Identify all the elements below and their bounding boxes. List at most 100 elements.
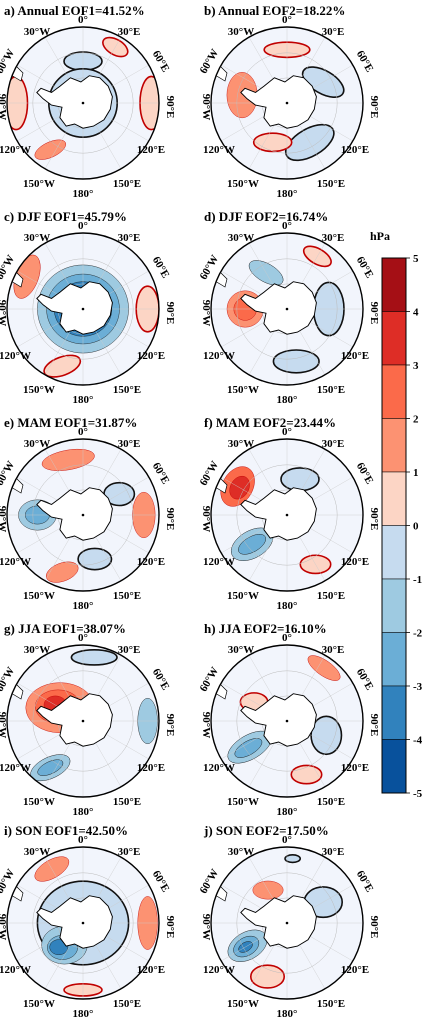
- south-pole-marker: [285, 921, 289, 925]
- colorbar-tick-label: 2: [413, 414, 419, 426]
- longitude-label: 90°E: [164, 302, 176, 325]
- colorbar: hPa 5 4 3 2 1 0 -1 -2 -3 -4 -5: [370, 229, 423, 800]
- longitude-label: 0°: [78, 220, 88, 232]
- longitude-label: 30°W: [228, 644, 254, 656]
- longitude-label: 0°: [282, 14, 292, 26]
- longitude-label: 90°W: [0, 300, 8, 326]
- longitude-label: 30°W: [24, 438, 50, 450]
- longitude-label: 30°E: [118, 26, 141, 38]
- longitude-label: 120°E: [341, 144, 369, 156]
- longitude-label: 60°E: [150, 49, 172, 75]
- colorbar-tick-label: -3: [413, 681, 423, 693]
- longitude-label: 120°W: [203, 144, 235, 156]
- colorbar-tick-label: 4: [413, 307, 419, 319]
- longitude-label: 120°E: [341, 556, 369, 568]
- longitude-label: 120°W: [203, 762, 235, 774]
- longitude-label: 150°E: [113, 384, 141, 396]
- map-panel: i) SON EOF1=42.50%0°30°W 30°E60°W 60°E90°W…: [0, 823, 176, 1020]
- anomaly-region: [70, 648, 118, 666]
- longitude-label: 90°W: [200, 300, 212, 326]
- colorbar-segment: [381, 632, 407, 687]
- longitude-label: 180°: [73, 188, 94, 200]
- anomaly-region: [49, 939, 69, 955]
- longitude-label: 60°E: [354, 869, 376, 895]
- map-panel: h) JJA EOF2=16.10%0°30°W 30°E60°W 60°E90°W…: [198, 621, 380, 818]
- panel-title: b) Annual EOF2=18.22%: [204, 3, 345, 18]
- longitude-label: 150°W: [23, 796, 55, 808]
- colorbar-unit-label: hPa: [370, 229, 390, 243]
- longitude-label: 150°E: [113, 796, 141, 808]
- colorbar-segment: [381, 257, 407, 312]
- longitude-label: 90°E: [368, 916, 380, 939]
- longitude-label: 90°W: [0, 914, 8, 940]
- longitude-label: 90°W: [0, 94, 8, 120]
- south-pole-marker: [81, 921, 85, 925]
- longitude-label: 150°E: [317, 590, 345, 602]
- anomaly-region: [272, 349, 320, 374]
- longitude-label: 90°E: [368, 302, 380, 325]
- map-border: [6, 644, 160, 798]
- longitude-label: 120°W: [203, 556, 235, 568]
- panel-title: j) SON EOF2=17.50%: [203, 823, 329, 838]
- south-pole-marker: [81, 307, 85, 311]
- longitude-label: 120°E: [341, 762, 369, 774]
- panel-title: a) Annual EOF1=41.52%: [4, 3, 145, 18]
- longitude-label: 90°W: [200, 914, 212, 940]
- colorbar-tick-label: -1: [413, 574, 422, 586]
- anomaly-region: [252, 132, 293, 153]
- map-border: [6, 438, 160, 592]
- panel-title: h) JJA EOF2=16.10%: [204, 621, 327, 636]
- longitude-label: 60°E: [354, 461, 376, 487]
- map-border: [6, 846, 160, 1000]
- anomaly-region: [34, 139, 66, 160]
- map-panel: b) Annual EOF2=18.22%0°30°W 30°E60°W 60°E9…: [198, 3, 380, 200]
- longitude-label: 120°E: [137, 762, 165, 774]
- longitude-label: 30°E: [118, 438, 141, 450]
- anomaly-region: [280, 467, 320, 492]
- antarctica-landmass: [36, 693, 113, 747]
- longitude-label: 90°W: [0, 712, 8, 738]
- colorbar-segment: [381, 364, 407, 419]
- longitude-label: 30°W: [24, 644, 50, 656]
- south-pole-marker: [285, 307, 289, 311]
- panels-group: a) Annual EOF1=41.52%0°30°W 30°E60°W 60°E9…: [0, 3, 380, 1020]
- longitude-label: 90°W: [200, 506, 212, 532]
- longitude-label: 90°E: [164, 916, 176, 939]
- map-panel: j) SON EOF2=17.50%0°30°W 30°E60°W 60°E90°W…: [198, 823, 380, 1020]
- longitude-label: 150°W: [23, 590, 55, 602]
- anomaly-region: [238, 534, 266, 555]
- longitude-label: 0°: [78, 632, 88, 644]
- panel-title: d) DJF EOF2=16.74%: [204, 209, 328, 224]
- longitude-label: 150°E: [317, 384, 345, 396]
- longitude-label: 0°: [282, 834, 292, 846]
- longitude-label: 150°W: [227, 796, 259, 808]
- colorbar-segment: [381, 525, 407, 580]
- longitude-label: 120°E: [137, 144, 165, 156]
- longitude-label: 180°: [73, 1008, 94, 1020]
- longitude-label: 30°W: [24, 846, 50, 858]
- anomaly-region: [284, 854, 302, 864]
- longitude-label: 150°W: [23, 178, 55, 190]
- panel-title: g) JJA EOF1=38.07%: [4, 621, 126, 636]
- colorbar-segment: [381, 739, 407, 794]
- longitude-label: 60°E: [354, 49, 376, 75]
- south-pole-marker: [285, 513, 289, 517]
- colorbar-segment: [381, 311, 407, 366]
- longitude-label: 90°E: [368, 714, 380, 737]
- map-border: [6, 232, 160, 386]
- map-panel: g) JJA EOF1=38.07%0°30°W 30°E60°W 60°E90°W…: [0, 621, 176, 818]
- map-border: [210, 232, 364, 386]
- colorbar-tick-label: 0: [413, 521, 419, 533]
- longitude-label: 30°W: [228, 846, 254, 858]
- south-pole-marker: [285, 101, 289, 105]
- longitude-label: 90°E: [368, 508, 380, 531]
- longitude-label: 30°W: [24, 232, 50, 244]
- longitude-label: 90°E: [164, 508, 176, 531]
- longitude-label: 150°E: [317, 796, 345, 808]
- antarctica-landmass: [240, 487, 317, 541]
- longitude-label: 30°E: [118, 232, 141, 244]
- longitude-label: 150°E: [113, 590, 141, 602]
- longitude-label: 150°W: [23, 998, 55, 1010]
- map-border: [210, 438, 364, 592]
